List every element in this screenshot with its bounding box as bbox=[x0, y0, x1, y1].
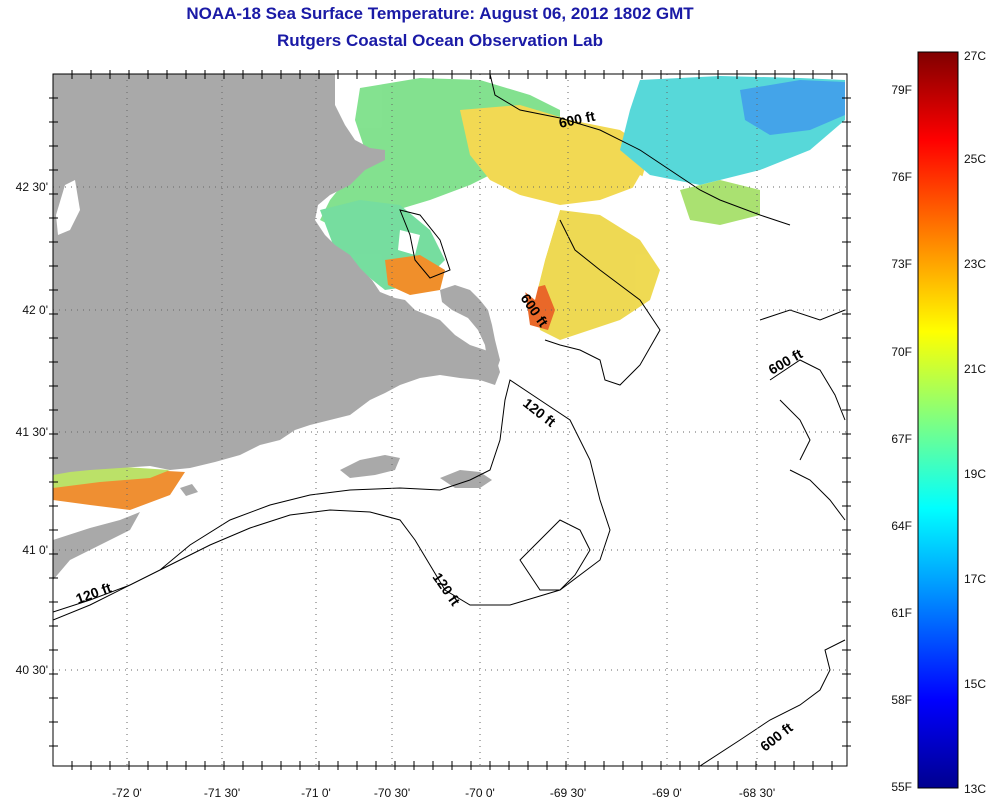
lat-label: 42 0' bbox=[22, 303, 48, 317]
lon-label: -68 30' bbox=[739, 786, 775, 800]
contour-600ft-south bbox=[699, 639, 846, 766]
contour-600ft-north bbox=[489, 74, 791, 226]
colorbar-f-label: 61F bbox=[891, 606, 912, 620]
colorbar-f-label: 76F bbox=[891, 170, 912, 184]
colorbar-f-label: 58F bbox=[891, 693, 912, 707]
land-long-island-east bbox=[53, 512, 140, 580]
lon-label: -69 0' bbox=[652, 786, 682, 800]
cloud-over-land bbox=[56, 180, 80, 235]
contour-georges-shoals bbox=[519, 519, 591, 591]
axis-ticks bbox=[49, 70, 851, 770]
land-marthas-vineyard bbox=[340, 455, 400, 478]
lon-label: -69 30' bbox=[550, 786, 586, 800]
sst-patch-ne-blue bbox=[740, 80, 845, 135]
colorbar-c-label: 23C bbox=[964, 257, 986, 271]
colorbar-c-label: 17C bbox=[964, 572, 986, 586]
lon-label: -71 0' bbox=[301, 786, 331, 800]
colorbar-c-label: 21C bbox=[964, 362, 986, 376]
land-cape-cod bbox=[440, 285, 500, 375]
bathymetry-contours bbox=[53, 74, 846, 766]
colorbar: 79F 76F 73F 70F 67F 64F 61F 58F 55F 27C … bbox=[891, 49, 986, 796]
map-subtitle: Rutgers Coastal Ocean Observation Lab bbox=[277, 31, 603, 50]
colorbar-scale bbox=[917, 51, 959, 789]
lat-label: 41 0' bbox=[22, 543, 48, 557]
contour-600ft-east bbox=[759, 309, 846, 321]
contour-120ft bbox=[53, 379, 611, 621]
colorbar-f-label: 55F bbox=[891, 780, 912, 794]
colorbar-f-label: 67F bbox=[891, 432, 912, 446]
colorbar-f-label: 70F bbox=[891, 345, 912, 359]
colorbar-f-label: 73F bbox=[891, 257, 912, 271]
colorbar-c-label: 19C bbox=[964, 467, 986, 481]
colorbar-c-label: 15C bbox=[964, 677, 986, 691]
land-nantucket bbox=[440, 470, 492, 488]
contour-gulf-maine-basin bbox=[399, 209, 451, 279]
colorbar-f-label: 79F bbox=[891, 83, 912, 97]
sst-patch-lis-orange bbox=[53, 470, 185, 510]
sst-patch-mass-bay-orange bbox=[385, 255, 445, 295]
contour-600ft-georges bbox=[544, 219, 661, 386]
contour-label: 600 ft bbox=[557, 108, 596, 131]
lat-label: 41 30' bbox=[16, 425, 48, 439]
colorbar-c-label: 27C bbox=[964, 49, 986, 63]
sst-patches bbox=[53, 76, 845, 510]
colorbar-c-label: 25C bbox=[964, 152, 986, 166]
colorbar-c-label: 13C bbox=[964, 782, 986, 796]
colorbar-celsius-labels: 27C 25C 23C 21C 19C 17C 15C 13C bbox=[964, 49, 986, 796]
colorbar-f-label: 64F bbox=[891, 519, 912, 533]
lat-label: 42 30' bbox=[16, 180, 48, 194]
sst-patch-north-yellow bbox=[460, 105, 650, 205]
longitude-labels: -72 0' -71 30' -71 0' -70 30' -70 0' -69… bbox=[112, 786, 775, 800]
sst-patch-central-yellow bbox=[535, 210, 660, 340]
latitude-labels: 42 30' 42 0' 41 30' 41 0' 40 30' bbox=[16, 180, 48, 677]
lat-label: 40 30' bbox=[16, 663, 48, 677]
map-frame bbox=[52, 73, 848, 767]
graticule bbox=[53, 74, 847, 766]
land-block-island bbox=[180, 484, 198, 496]
cloud-mask bbox=[398, 175, 690, 300]
lon-label: -72 0' bbox=[112, 786, 142, 800]
lon-label: -71 30' bbox=[204, 786, 240, 800]
lon-label: -70 0' bbox=[465, 786, 495, 800]
land-mainland bbox=[53, 74, 500, 475]
map-title: NOAA-18 Sea Surface Temperature: August … bbox=[186, 4, 694, 23]
land bbox=[53, 74, 500, 580]
colorbar-fahrenheit-labels: 79F 76F 73F 70F 67F 64F 61F 58F 55F bbox=[891, 83, 912, 794]
sst-patch-ne-green bbox=[680, 180, 760, 225]
map-content: 600 ft 600 ft 600 ft 120 ft 120 ft 120 f… bbox=[53, 74, 847, 766]
contour-east-ridges bbox=[769, 359, 846, 521]
lon-label: -70 30' bbox=[374, 786, 410, 800]
